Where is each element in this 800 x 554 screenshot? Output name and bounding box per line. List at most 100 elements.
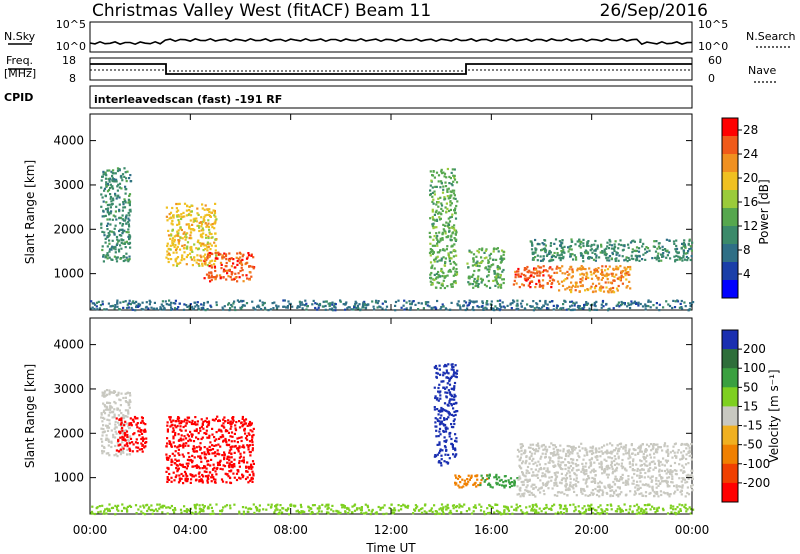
velocity-cell (227, 464, 231, 467)
power-cell (115, 243, 118, 246)
velocity-cell (244, 477, 248, 481)
velocity-cell (234, 424, 237, 427)
power-cell (444, 206, 447, 209)
power-cell (200, 233, 203, 236)
velocity-cell (215, 473, 218, 476)
velocity-cell (179, 508, 183, 511)
power-cell (477, 285, 480, 289)
power-cell (328, 304, 331, 308)
power-cell (661, 255, 664, 258)
velocity-cell (228, 463, 231, 466)
velocity-cell (455, 505, 458, 508)
velocity-cell (296, 509, 299, 512)
power-cell (291, 305, 294, 308)
velocity-cell (493, 511, 496, 514)
velocity-cell (220, 478, 224, 481)
velocity-cell (669, 493, 672, 496)
velocity-cell (560, 482, 563, 485)
velocity-cell (575, 479, 578, 482)
power-cell (585, 301, 588, 304)
power-cell (468, 299, 471, 302)
velocity-cell (453, 386, 456, 389)
velocity-cell (250, 465, 253, 468)
velocity-cell (450, 363, 453, 366)
power-cell (168, 299, 171, 302)
velocity-cell (559, 507, 562, 510)
power-cell (121, 224, 124, 227)
velocity-cell (114, 513, 117, 516)
velocity-cell (107, 414, 111, 417)
power-cell (642, 253, 645, 256)
velocity-cell (625, 480, 628, 483)
velocity-cell (434, 421, 437, 424)
power-cell (275, 304, 278, 307)
velocity-cell (149, 509, 152, 512)
velocity-cell (444, 387, 447, 390)
power-cell (261, 301, 264, 304)
velocity-cell (621, 476, 624, 480)
power-cell (532, 258, 535, 261)
velocity-cell (119, 453, 122, 456)
power-cell (548, 252, 551, 255)
velocity-cell (651, 479, 654, 482)
power-cell (122, 242, 125, 245)
velocity-cell (106, 424, 109, 428)
power-cell (592, 272, 596, 275)
velocity-cell (204, 465, 207, 468)
power-cell (619, 239, 622, 242)
power-cell (448, 209, 451, 213)
velocity-cell (448, 399, 451, 403)
power-cell (102, 170, 105, 173)
velocity-cell (622, 447, 625, 450)
power-cell (111, 258, 114, 261)
velocity-cell (242, 474, 245, 477)
velocity-cell (252, 462, 255, 465)
power-cell (448, 175, 451, 178)
velocity-cell (452, 387, 455, 391)
power-cell (111, 218, 114, 221)
velocity-cell (224, 505, 227, 508)
power-cell (189, 234, 192, 237)
power-cell (594, 249, 597, 252)
power-cell (124, 241, 127, 244)
power-cell (548, 251, 551, 254)
velocity-cell (516, 477, 519, 480)
power-cell (227, 303, 230, 306)
velocity-cell (177, 416, 180, 419)
power-cell (682, 244, 685, 248)
velocity-cell (403, 504, 406, 507)
power-cell (647, 299, 650, 302)
power-cell (210, 271, 213, 274)
velocity-cell (297, 511, 301, 514)
power-cell (548, 300, 551, 304)
velocity-cell (235, 478, 239, 482)
power-cell (127, 260, 130, 263)
velocity-cell (564, 458, 567, 461)
power-cell (355, 307, 358, 310)
power-cell (662, 252, 665, 255)
velocity-cell (193, 429, 196, 432)
velocity-cell (598, 512, 601, 516)
velocity-cell (534, 486, 538, 489)
power-cell (562, 257, 565, 260)
power-cell (566, 277, 569, 280)
power-cell (115, 260, 119, 263)
power-cell (364, 307, 367, 310)
velocity-cell (142, 429, 145, 432)
velocity-cell (567, 455, 570, 458)
velocity-cell (673, 492, 676, 495)
velocity-cell (425, 511, 428, 514)
power-cell (208, 228, 211, 231)
velocity-cell (126, 505, 129, 508)
velocity-cell (521, 444, 524, 447)
power-cell (441, 232, 444, 236)
power-cell (441, 238, 444, 241)
velocity-cell (360, 506, 363, 509)
velocity-cell (470, 474, 473, 477)
power-cell (439, 307, 442, 311)
velocity-cell (243, 427, 246, 430)
power-cell (600, 285, 603, 288)
velocity-cell (175, 467, 178, 470)
power-cell (127, 228, 130, 231)
power-cell (690, 249, 693, 252)
